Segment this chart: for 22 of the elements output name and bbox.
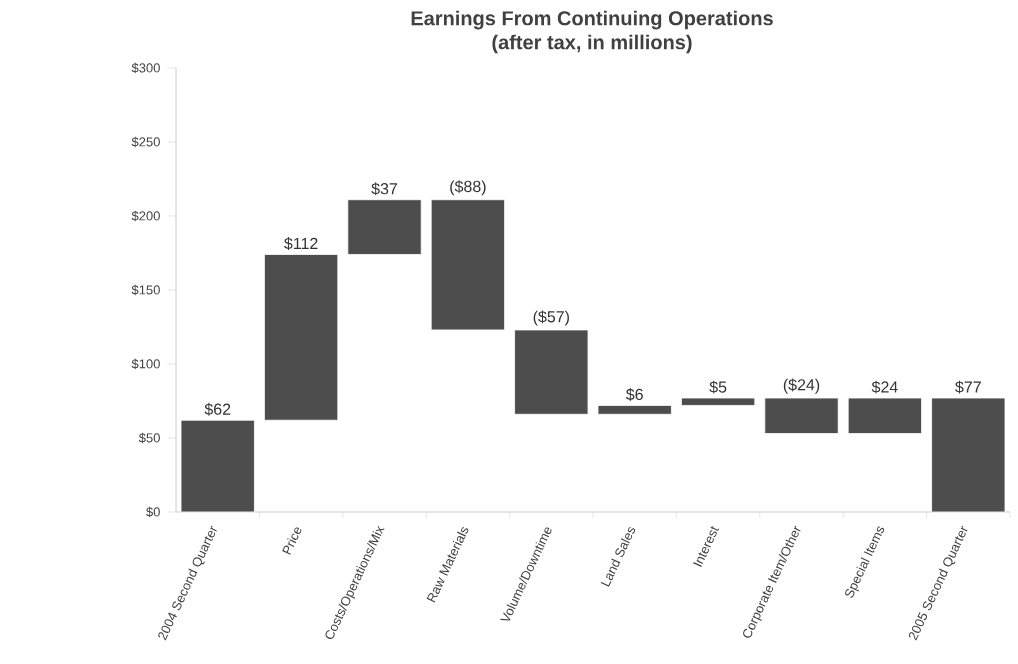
data-label: $37 — [371, 182, 398, 196]
data-label: $62 — [204, 402, 231, 416]
bar — [264, 254, 339, 421]
bar — [430, 199, 505, 331]
bar — [931, 397, 1006, 513]
data-label: $24 — [871, 380, 898, 394]
data-label: ($88) — [450, 180, 486, 196]
bar — [347, 199, 422, 255]
data-label: $77 — [955, 380, 981, 394]
bar — [847, 397, 922, 434]
bar — [597, 405, 672, 415]
data-label: ($57) — [533, 310, 569, 326]
chart-subtitle: (after tax, in millions) — [492, 34, 692, 54]
chart-title: Earnings From Continuing Operations — [411, 10, 773, 30]
bar — [180, 419, 255, 513]
data-label: ($24) — [783, 378, 820, 394]
bar — [764, 397, 839, 434]
data-label: $112 — [284, 237, 318, 251]
bar — [514, 329, 589, 415]
data-label: $6 — [625, 388, 643, 402]
bar — [681, 397, 756, 406]
data-label: $5 — [709, 380, 727, 394]
